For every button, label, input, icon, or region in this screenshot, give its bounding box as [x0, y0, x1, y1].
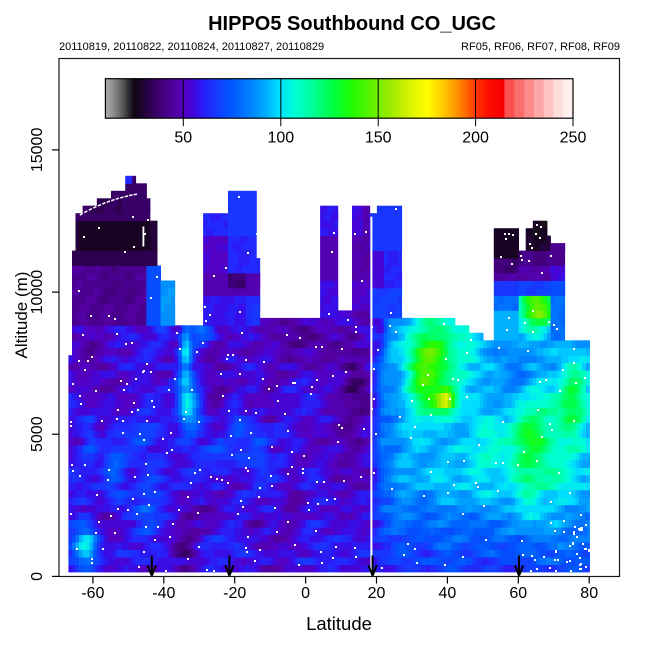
svg-text:100: 100 — [267, 130, 294, 147]
svg-text:0: 0 — [301, 585, 310, 602]
svg-text:RF05, RF06, RF07, RF08, RF09: RF05, RF06, RF07, RF08, RF09 — [461, 41, 620, 53]
svg-text:20: 20 — [368, 585, 386, 602]
svg-text:-20: -20 — [223, 585, 246, 602]
svg-text:10000: 10000 — [29, 270, 46, 315]
svg-text:5000: 5000 — [29, 416, 46, 452]
svg-text:-60: -60 — [81, 585, 104, 602]
svg-text:Latitude: Latitude — [306, 613, 372, 634]
svg-text:150: 150 — [365, 130, 392, 147]
svg-text:250: 250 — [560, 130, 587, 147]
svg-text:80: 80 — [580, 585, 598, 602]
svg-text:200: 200 — [462, 130, 489, 147]
svg-text:40: 40 — [439, 585, 457, 602]
svg-text:HIPPO5 Southbound CO_UGC: HIPPO5 Southbound CO_UGC — [208, 13, 496, 35]
svg-text:60: 60 — [509, 585, 527, 602]
svg-text:20110819, 20110822, 20110824,: 20110819, 20110822, 20110824, 20110827, … — [59, 41, 324, 53]
svg-text:-40: -40 — [152, 585, 175, 602]
svg-text:15000: 15000 — [29, 128, 46, 173]
svg-text:0: 0 — [29, 572, 46, 581]
svg-text:Altitude (m): Altitude (m) — [12, 272, 31, 359]
svg-text:50: 50 — [174, 130, 192, 147]
